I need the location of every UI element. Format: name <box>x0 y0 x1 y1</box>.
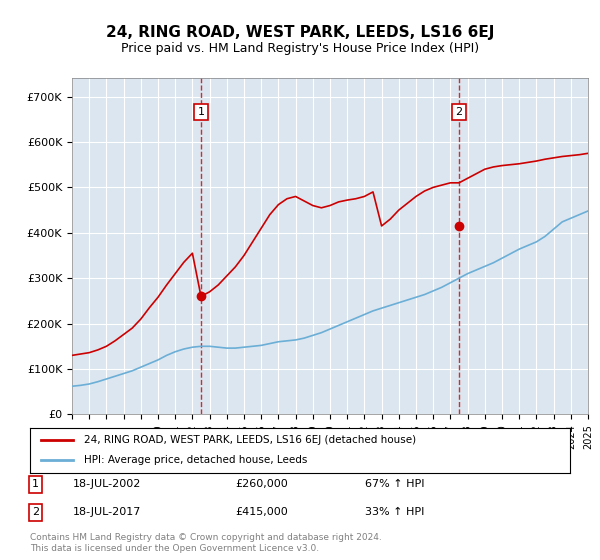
Text: £415,000: £415,000 <box>235 507 288 517</box>
Text: 18-JUL-2017: 18-JUL-2017 <box>73 507 142 517</box>
Text: 67% ↑ HPI: 67% ↑ HPI <box>365 479 424 489</box>
Text: 18-JUL-2002: 18-JUL-2002 <box>73 479 142 489</box>
Text: 2: 2 <box>32 507 39 517</box>
Text: £260,000: £260,000 <box>235 479 288 489</box>
Text: HPI: Average price, detached house, Leeds: HPI: Average price, detached house, Leed… <box>84 455 307 465</box>
Text: 24, RING ROAD, WEST PARK, LEEDS, LS16 6EJ (detached house): 24, RING ROAD, WEST PARK, LEEDS, LS16 6E… <box>84 435 416 445</box>
Text: 1: 1 <box>197 107 205 117</box>
Text: Price paid vs. HM Land Registry's House Price Index (HPI): Price paid vs. HM Land Registry's House … <box>121 42 479 55</box>
Text: 1: 1 <box>32 479 39 489</box>
Text: 24, RING ROAD, WEST PARK, LEEDS, LS16 6EJ: 24, RING ROAD, WEST PARK, LEEDS, LS16 6E… <box>106 25 494 40</box>
Text: 2: 2 <box>455 107 463 117</box>
Text: 33% ↑ HPI: 33% ↑ HPI <box>365 507 424 517</box>
Text: Contains HM Land Registry data © Crown copyright and database right 2024.
This d: Contains HM Land Registry data © Crown c… <box>30 533 382 553</box>
